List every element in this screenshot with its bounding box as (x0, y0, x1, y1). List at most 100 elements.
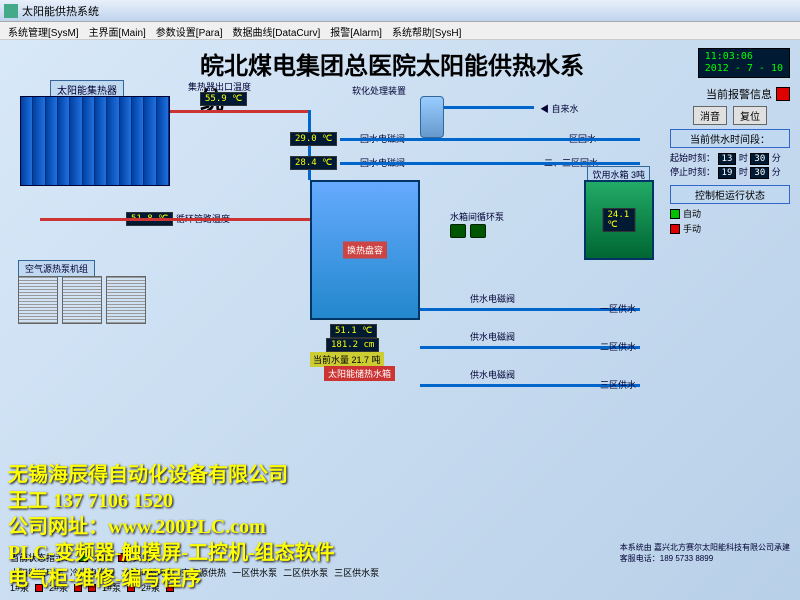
hp-unit (106, 276, 146, 324)
led-auto-icon (670, 209, 680, 219)
heatpump-units (18, 276, 146, 324)
tank-temp: 51.1 ℃ (330, 324, 377, 338)
grp4: 一区供水泵 (232, 566, 277, 579)
scada-canvas: 皖北煤电集团总医院太阳能供热水系统 11:03:06 2012 - 7 - 10… (0, 40, 800, 600)
pipe-hot-out (170, 110, 310, 113)
solar-tank-label: 太阳能储热水箱 (324, 366, 395, 381)
status-groups: 太阳能循环泵 冷水电磁阀 水箱间循环泵 空气源供热 一区供水泵 二区供水泵 三区… (10, 566, 660, 579)
cabinet-title: 控制柜运行状态 (670, 185, 790, 204)
menu-alarm[interactable]: 报警[Alarm] (326, 24, 386, 37)
m2: 分 (772, 167, 781, 177)
led-icon (35, 584, 43, 592)
legend-auto: 自动 (670, 207, 790, 220)
p1a: 1#泵 (10, 581, 29, 594)
app-icon (4, 4, 18, 18)
clock-display: 11:03:06 2012 - 7 - 10 (698, 48, 790, 78)
menu-sysh[interactable]: 系统帮助[SysH] (388, 24, 465, 37)
vendor-info: 本系统由 嘉兴北方赛尔太阳能科技有限公司承建 客服电话：189 5733 889… (620, 543, 790, 564)
app-window: 太阳能供热系统 系统管理[SysM] 主界面[Main] 参数设置[Para] … (0, 0, 800, 600)
hx-label: 换热盘容 (343, 242, 387, 259)
tap-label: ◀ 自来水 (540, 102, 579, 115)
zone-s3: 三区供水 (600, 378, 636, 391)
right-panel: 消音 复位 当前供水时间段： 起始时刻： 13 时 30 分 停止时刻： 19 … (670, 106, 790, 237)
legend-auto-label: 自动 (683, 207, 701, 220)
interpump-units (450, 224, 486, 243)
sched-stop-m: 30 (750, 167, 769, 179)
wm3: 公司网址：www.200PLC.com (8, 514, 792, 540)
led-manual-icon (670, 224, 680, 234)
clock-date: 2012 - 7 - 10 (705, 63, 783, 75)
temp2: 28.4 ℃ (290, 156, 337, 170)
wm1: 无锡海辰得自动化设备有限公司 (8, 462, 792, 488)
led-icon (74, 584, 82, 592)
zone-s1: 一区供水 (600, 302, 636, 315)
pipe-r23 (340, 162, 640, 165)
pump-icon (470, 224, 486, 238)
supply-valve2: 供水电磁阀 (470, 330, 515, 343)
reset-button[interactable]: 复位 (733, 106, 767, 125)
supply-valve1: 供水电磁阀 (470, 292, 515, 305)
status-open: 开启 (94, 551, 112, 564)
menu-sysm[interactable]: 系统管理[SysM] (4, 24, 83, 37)
titlebar: 太阳能供热系统 (0, 0, 800, 22)
schedule-title: 当前供水时间段： (670, 129, 790, 148)
temp1: 29.0 ℃ (290, 132, 337, 146)
status-close: 关闭 (133, 551, 151, 564)
menu-main[interactable]: 主界面[Main] (85, 24, 150, 37)
tap-text: 自来水 (552, 104, 579, 114)
status-pumps: 1#泵 2#泵 1#泵 2#泵 (10, 581, 660, 594)
grp2: 水箱间循环泵 (121, 566, 175, 579)
pump-icon (450, 224, 466, 238)
menu-datacurv[interactable]: 数据曲线[DataCurv] (228, 24, 324, 37)
sched-start-label: 起始时刻： (670, 153, 715, 163)
led-icon (88, 584, 96, 592)
pipe-tap (444, 106, 534, 109)
status-title: 当前状态指示： (10, 551, 73, 564)
interpump-label: 水箱间循环泵 (450, 210, 504, 223)
legend-manual: 手动 (670, 222, 790, 235)
alarm-led (776, 87, 790, 101)
wm2: 王工 137 7106 1520 (8, 488, 792, 514)
window-title: 太阳能供热系统 (22, 3, 99, 19)
sched-stop-h: 19 (718, 167, 737, 179)
grp0: 太阳能循环泵 (10, 566, 64, 579)
p1b: 1#泵 (102, 581, 121, 594)
h1: 时 (739, 153, 748, 163)
p2b: 2#泵 (141, 581, 160, 594)
zone-s2: 二区供水 (600, 340, 636, 353)
pipe-loop (40, 218, 310, 221)
alarm-label: 当前报警信息 (706, 86, 772, 102)
led-close-icon (118, 553, 127, 562)
grp1: 冷水电磁阀 (70, 566, 115, 579)
menubar: 系统管理[SysM] 主界面[Main] 参数设置[Para] 数据曲线[Dat… (0, 22, 800, 40)
led-open-icon (79, 553, 88, 562)
heatpump-title: 空气源热泵机组 (18, 260, 95, 277)
m1: 分 (772, 153, 781, 163)
main-tank: 换热盘容 (310, 180, 420, 320)
drink-temp: 24.1 ℃ (603, 208, 636, 232)
supply-valve3: 供水电磁阀 (470, 368, 515, 381)
grp3: 空气源供热 (181, 566, 226, 579)
pipe-r1 (340, 138, 640, 141)
outlet-temp: 55.9 ℃ (200, 92, 247, 106)
vol-val: 21.7 吨 (352, 355, 381, 365)
led-icon (127, 584, 135, 592)
vendor-l1: 本系统由 嘉兴北方赛尔太阳能科技有限公司承建 (620, 543, 790, 553)
legend-manual-label: 手动 (683, 222, 701, 235)
clock-time: 11:03:06 (705, 51, 783, 63)
status-panel: 当前状态指示： 开启 关闭 太阳能循环泵 冷水电磁阀 水箱间循环泵 空气源供热 … (10, 549, 660, 594)
softener-unit (420, 96, 444, 138)
menu-para[interactable]: 参数设置[Para] (152, 24, 227, 37)
drink-tank: 24.1 ℃ (584, 180, 654, 260)
tank-level: 181.2 cm (326, 338, 379, 352)
p2a: 2#泵 (49, 581, 68, 594)
mute-button[interactable]: 消音 (693, 106, 727, 125)
hp-unit (62, 276, 102, 324)
grp6: 三区供水泵 (334, 566, 379, 579)
grp5: 二区供水泵 (283, 566, 328, 579)
solar-collector (20, 96, 170, 186)
sched-stop-label: 停止时刻： (670, 167, 715, 177)
sched-start: 起始时刻： 13 时 30 分 (670, 151, 790, 165)
sched-start-m: 30 (750, 153, 769, 165)
sched-start-h: 13 (718, 153, 737, 165)
